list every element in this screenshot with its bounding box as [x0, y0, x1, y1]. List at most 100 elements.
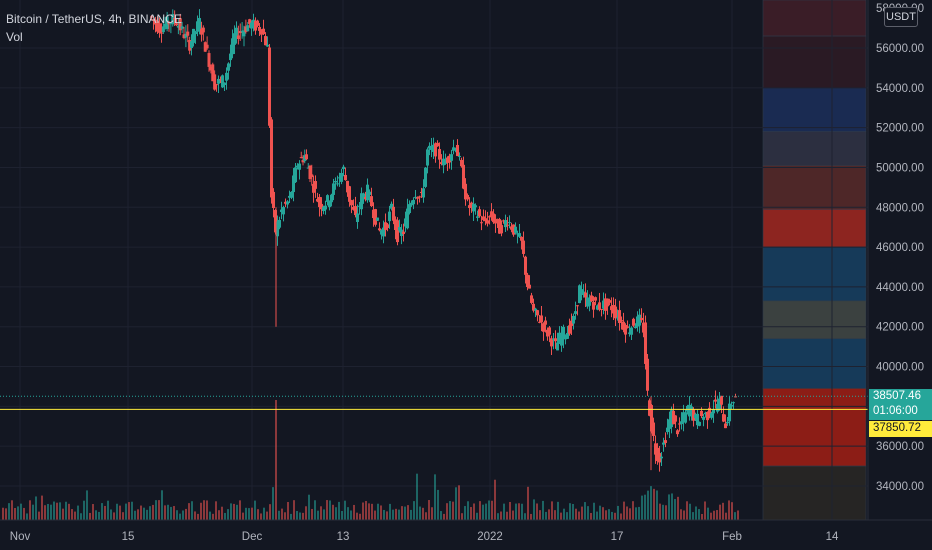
candle-body [161, 26, 165, 33]
candle-body [180, 26, 184, 29]
candle-body [464, 183, 467, 200]
volume-bar [629, 508, 631, 520]
volume-bar [26, 513, 28, 520]
volume-bar [173, 506, 175, 520]
volume-bar [23, 507, 25, 520]
symbol-title[interactable]: Bitcoin / TetherUS, 4h, BINANCE [6, 12, 182, 26]
candle-body [178, 18, 182, 31]
candle-body [486, 220, 489, 224]
volume-bar [86, 490, 88, 520]
volume-bar [248, 508, 250, 520]
volume-bar [695, 506, 697, 520]
volume-bar [245, 507, 247, 520]
candle-body [150, 16, 153, 18]
candle-body [684, 412, 687, 423]
candle-body [468, 205, 471, 208]
volume-profile-zone [762, 208, 867, 248]
candle-body [207, 53, 211, 67]
volume-bar [605, 510, 607, 520]
volume-bar [251, 507, 253, 520]
volume-bar [8, 503, 10, 520]
volume-bar [359, 513, 361, 520]
volume-bar [515, 503, 517, 520]
volume-bar [407, 505, 409, 520]
candle-body [376, 217, 379, 221]
volume-bar [680, 509, 682, 520]
time-tick-label: 17 [611, 531, 624, 543]
volume-bar [140, 505, 142, 520]
candle-body [192, 28, 195, 43]
volume-bar [689, 503, 691, 520]
candle-body [574, 311, 577, 314]
candle-body [404, 218, 407, 227]
candle-body [534, 308, 537, 311]
volume-bar [428, 500, 430, 520]
candle-body [710, 413, 713, 418]
candle-body [662, 442, 665, 445]
candle-body [250, 22, 253, 29]
volume-bar [467, 501, 469, 520]
volume-bar [185, 508, 187, 520]
last-price-tag: 38507.46 01:06:00 [869, 389, 932, 420]
candle-body [278, 219, 281, 228]
candle-body [165, 16, 169, 29]
time-tick-label: 2022 [477, 531, 503, 543]
candle-body [303, 155, 307, 162]
candle-body [364, 196, 367, 200]
volume-bar [155, 500, 157, 520]
candle-body [568, 325, 571, 334]
candle-body [474, 205, 477, 208]
candle-body [330, 194, 333, 203]
candle-body [584, 292, 587, 298]
candle-body [630, 327, 633, 335]
candle-body [544, 320, 547, 325]
candle-body [488, 216, 491, 218]
candle-body [152, 19, 155, 21]
volume-bar [29, 500, 31, 520]
candle-body [498, 219, 501, 234]
candle-body [276, 221, 279, 237]
volume-bar [596, 511, 598, 520]
time-axis-background [0, 520, 932, 550]
currency-button[interactable]: USDT [884, 7, 918, 27]
volume-bar [110, 509, 112, 520]
volume-bar [641, 495, 643, 520]
volume-bar [392, 509, 394, 520]
volume-bar [302, 512, 304, 520]
candle-body [248, 19, 252, 24]
time-tick-label: Feb [722, 531, 742, 543]
volume-bar [227, 509, 229, 520]
last-price-value: 38507.46 [873, 390, 921, 402]
candle-body [536, 310, 539, 316]
candle-body [550, 338, 553, 347]
volume-bar [698, 509, 700, 520]
volume-bar [65, 501, 67, 520]
candle-body [286, 201, 289, 205]
volume-indicator-label[interactable]: Vol [6, 30, 23, 44]
candle-body [730, 405, 733, 407]
candle-body [540, 315, 543, 323]
volume-bar [527, 486, 529, 520]
candle-body [372, 209, 375, 219]
candle-body [522, 240, 525, 254]
candle-body [320, 203, 323, 210]
candle-body [612, 305, 615, 314]
candle-body [396, 220, 399, 243]
candle-body [414, 196, 417, 198]
candle-body [262, 28, 265, 34]
volume-profile-zone [762, 87, 867, 132]
volume-bar [14, 507, 16, 520]
volume-bar [422, 507, 424, 520]
candle-body [392, 206, 395, 221]
candle-body [244, 26, 248, 32]
volume-bar [671, 493, 673, 520]
candle-body [292, 175, 295, 193]
candle-body [698, 421, 701, 426]
candle-body [229, 53, 232, 61]
candle-body [500, 225, 503, 234]
candle-body [182, 34, 186, 38]
volume-bar [236, 504, 238, 520]
candle-body [656, 447, 659, 462]
volume-bar [116, 503, 118, 520]
